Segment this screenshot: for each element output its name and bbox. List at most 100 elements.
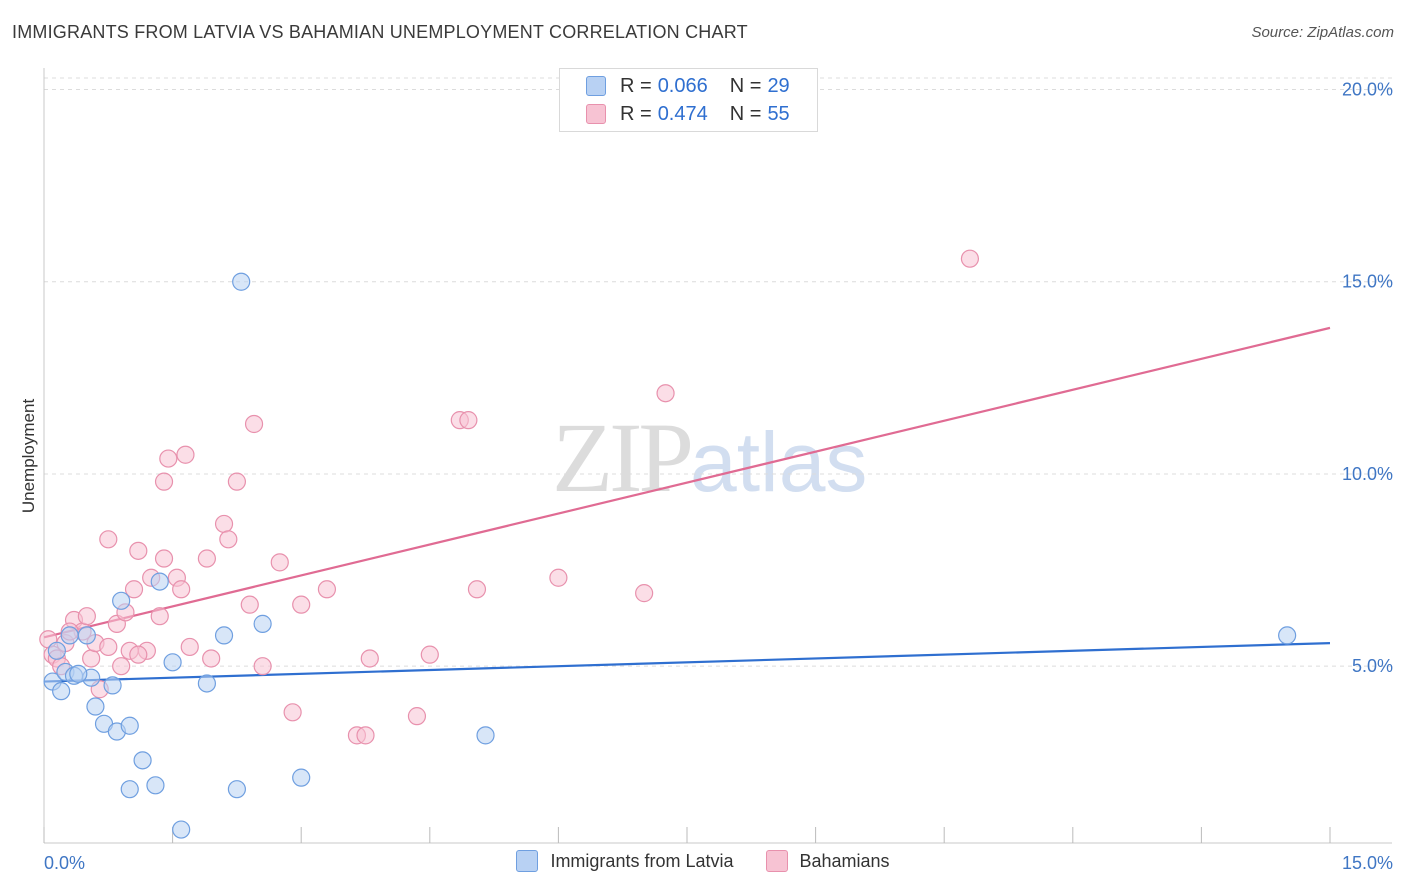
bottom-legend-latvia: Immigrants from Latvia	[516, 850, 734, 872]
legend-r-label: R =	[620, 74, 652, 97]
point-latvia	[47, 641, 66, 660]
trend-lines	[43, 326, 1331, 683]
point-bahamas	[227, 472, 246, 491]
point-bahamas	[82, 649, 101, 668]
point-bahamas	[154, 549, 174, 568]
axes	[43, 68, 1392, 844]
trend-line-bahamas	[43, 326, 1331, 639]
legend-n-value: 55	[767, 102, 790, 125]
point-bahamas	[219, 530, 238, 549]
point-bahamas	[124, 580, 144, 599]
point-latvia	[253, 614, 272, 633]
grid-lines	[44, 77, 1392, 667]
point-latvia	[52, 682, 71, 701]
y-tick-label: 5.0%	[1352, 656, 1393, 676]
point-bahamas	[129, 645, 148, 664]
source-label: Source: ZipAtlas.com	[1251, 24, 1394, 41]
legend-r-value: 0.474	[657, 102, 708, 125]
point-latvia	[1278, 626, 1297, 645]
point-bahamas	[549, 568, 568, 587]
point-bahamas	[197, 549, 216, 568]
bottom-legend-label-bahamas: Bahamians	[799, 850, 890, 871]
point-bahamas	[214, 514, 234, 534]
point-bahamas	[960, 249, 980, 268]
point-bahamas	[283, 703, 302, 722]
legend-swatch-latvia	[586, 76, 606, 96]
point-latvia	[214, 626, 234, 645]
point-bahamas	[420, 645, 439, 664]
legend-swatch-bahamas	[586, 104, 606, 124]
point-latvia	[120, 716, 139, 735]
point-bahamas	[172, 580, 191, 599]
bottom-legend-bahamas: Bahamians	[765, 850, 890, 872]
point-bahamas	[112, 657, 131, 676]
y-tick-label: 15.0%	[1342, 272, 1393, 292]
legend-r-label: R =	[620, 102, 652, 125]
point-latvia	[292, 768, 311, 787]
point-bahamas	[656, 384, 675, 403]
point-latvia	[120, 780, 139, 799]
x-tick-label: 0.0%	[44, 853, 85, 873]
legend-row-bahamas: R = 0.474 N = 55	[586, 101, 790, 127]
point-latvia	[172, 820, 191, 839]
point-bahamas	[240, 595, 259, 614]
legend-n-value: 29	[767, 74, 790, 97]
point-bahamas	[292, 595, 311, 614]
point-latvia	[77, 626, 96, 645]
watermark-atlas: atlas	[690, 415, 868, 509]
point-bahamas	[99, 530, 118, 549]
point-bahamas	[150, 607, 169, 626]
point-bahamas	[154, 472, 174, 491]
watermark: ZIPatlas	[552, 400, 867, 515]
point-bahamas	[270, 553, 289, 572]
watermark-zip: ZIP	[552, 402, 694, 513]
point-bahamas	[467, 580, 487, 599]
point-latvia	[150, 572, 169, 591]
point-latvia	[133, 751, 152, 770]
point-latvia	[69, 664, 88, 683]
point-latvia	[112, 591, 131, 610]
chart-title: IMMIGRANTS FROM LATVIA VS BAHAMIAN UNEMP…	[12, 22, 748, 42]
point-bahamas	[129, 541, 148, 560]
trend-line-latvia	[43, 642, 1331, 683]
point-latvia	[60, 626, 79, 645]
point-bahamas	[176, 445, 195, 464]
y-tick-label: 10.0%	[1342, 464, 1393, 484]
legend-n-label: N =	[729, 102, 762, 125]
bottom-legend: Immigrants from Latvia Bahamians	[0, 850, 1406, 872]
point-bahamas	[77, 607, 96, 626]
point-latvia	[197, 674, 216, 693]
legend: R = 0.066 N = 29 R = 0.474 N = 55	[559, 68, 818, 132]
bottom-legend-swatch-latvia	[516, 850, 539, 872]
point-latvia	[232, 272, 251, 291]
point-bahamas	[356, 726, 375, 745]
point-bahamas	[159, 449, 178, 468]
point-latvia	[163, 653, 182, 672]
point-bahamas	[253, 657, 272, 676]
tick-labels: 5.0% 10.0% 15.0% 20.0% 0.0% 15.0%	[44, 80, 1393, 873]
bottom-legend-label-latvia: Immigrants from Latvia	[550, 850, 734, 871]
point-latvia	[86, 697, 105, 716]
point-bahamas	[244, 414, 264, 434]
legend-n-label: N =	[729, 74, 762, 97]
point-bahamas	[202, 649, 221, 668]
legend-r-value: 0.066	[657, 74, 708, 97]
bottom-legend-swatch-bahamas	[765, 850, 788, 872]
point-latvia	[103, 676, 122, 695]
point-bahamas	[459, 411, 478, 430]
point-bahamas	[407, 707, 427, 726]
point-bahamas	[180, 637, 199, 657]
point-latvia	[476, 726, 495, 745]
legend-row-latvia: R = 0.066 N = 29	[586, 73, 790, 99]
y-tick-label: 20.0%	[1342, 80, 1393, 100]
point-bahamas	[635, 584, 654, 603]
point-bahamas	[360, 649, 379, 668]
y-axis-label: Unemployment	[19, 399, 38, 514]
point-latvia	[146, 776, 165, 795]
point-latvia	[227, 780, 246, 799]
x-tick-label: 15.0%	[1342, 853, 1393, 873]
data-points	[39, 249, 1297, 839]
point-bahamas	[317, 580, 337, 599]
point-bahamas	[99, 637, 118, 657]
